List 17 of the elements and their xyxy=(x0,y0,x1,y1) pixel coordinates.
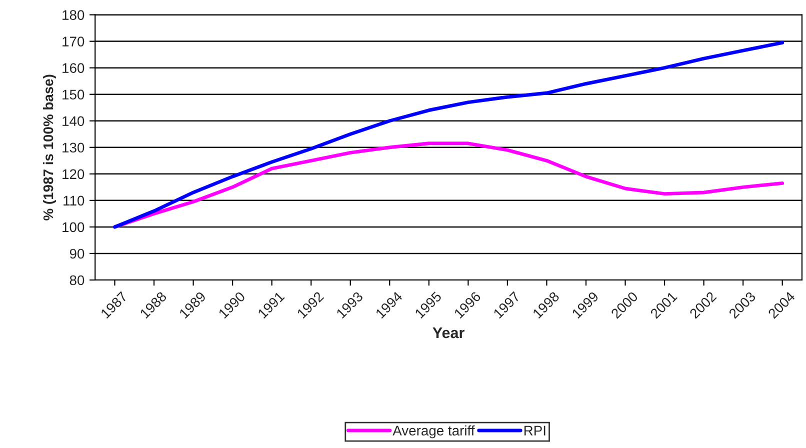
y-axis-title: % (1987 is 100% base) xyxy=(43,74,56,220)
y-tick-label: 90 xyxy=(70,248,84,259)
legend-label: RPI xyxy=(524,426,546,436)
y-tick-label: 80 xyxy=(70,275,84,286)
y-tick-label: 180 xyxy=(62,10,84,20)
line-series xyxy=(113,40,784,229)
y-tick-label: 130 xyxy=(62,142,84,153)
legend-label: Average tariff xyxy=(392,425,475,438)
y-tick-label: 120 xyxy=(62,169,84,180)
line-series xyxy=(113,142,784,229)
y-tick-label: 140 xyxy=(62,116,84,126)
y-tick-label: 100 xyxy=(62,222,84,232)
y-tick-label: 110 xyxy=(64,196,84,206)
y-tick-label: 150 xyxy=(62,90,84,100)
y-tick-label: 170 xyxy=(62,36,84,46)
y-tick-label: 160 xyxy=(62,63,84,73)
x-axis-title: Year xyxy=(432,328,464,338)
